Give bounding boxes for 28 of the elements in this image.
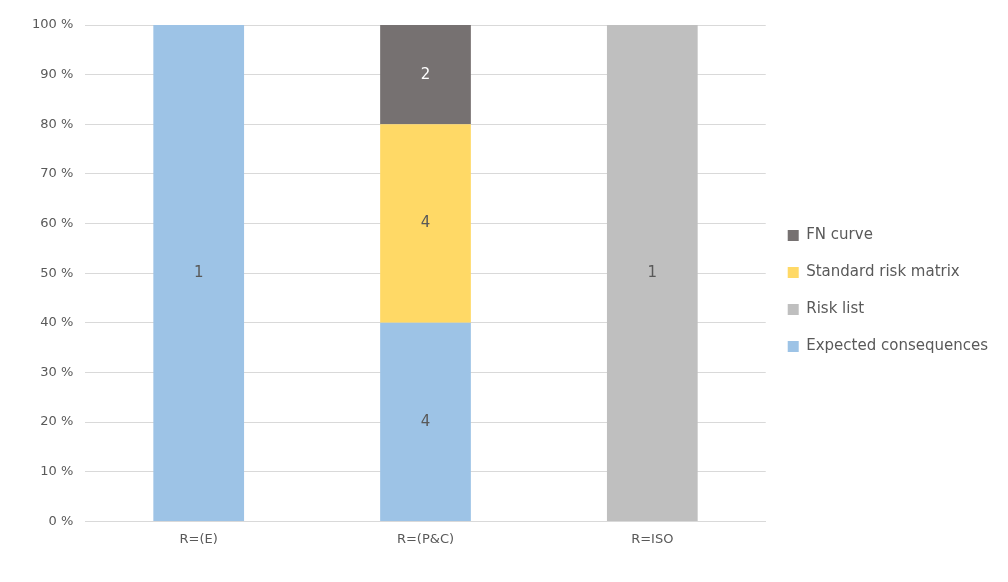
y-tick-label: 20 %: [40, 413, 74, 429]
bar: [380, 25, 471, 125]
annotation: 2: [420, 64, 431, 83]
annotation: 1: [193, 262, 204, 281]
y-tick-label: 80 %: [40, 115, 74, 131]
y-tick-label: 40 %: [40, 314, 74, 330]
bar: [153, 25, 245, 521]
y-tick-label: 60 %: [40, 214, 74, 230]
y-tick-label: 90 %: [40, 66, 74, 82]
y-tick-label: 100 %: [31, 16, 74, 32]
y-tick-label: 50 %: [40, 264, 74, 280]
y-tick-label: 10 %: [40, 463, 74, 479]
bar: [380, 322, 471, 521]
y-tick-label: 70 %: [40, 165, 74, 181]
x-tick-label: R=ISO: [631, 530, 674, 546]
annotation: 4: [420, 411, 431, 430]
annotation: 4: [420, 213, 431, 232]
x-tick-label: R=(E): [179, 530, 218, 546]
legend-label: FN curve: [806, 225, 873, 244]
legend-label: Expected consequences: [806, 336, 989, 355]
legend-label: Risk list: [806, 299, 865, 318]
bar: [380, 124, 471, 323]
legend-label: Standard risk matrix: [806, 262, 960, 281]
x-tick-label: R=(P&C): [396, 530, 455, 546]
bar: [606, 25, 698, 521]
y-tick-label: 0 %: [48, 512, 74, 528]
y-tick-label: 30 %: [40, 363, 74, 379]
annotation: 1: [647, 262, 658, 281]
